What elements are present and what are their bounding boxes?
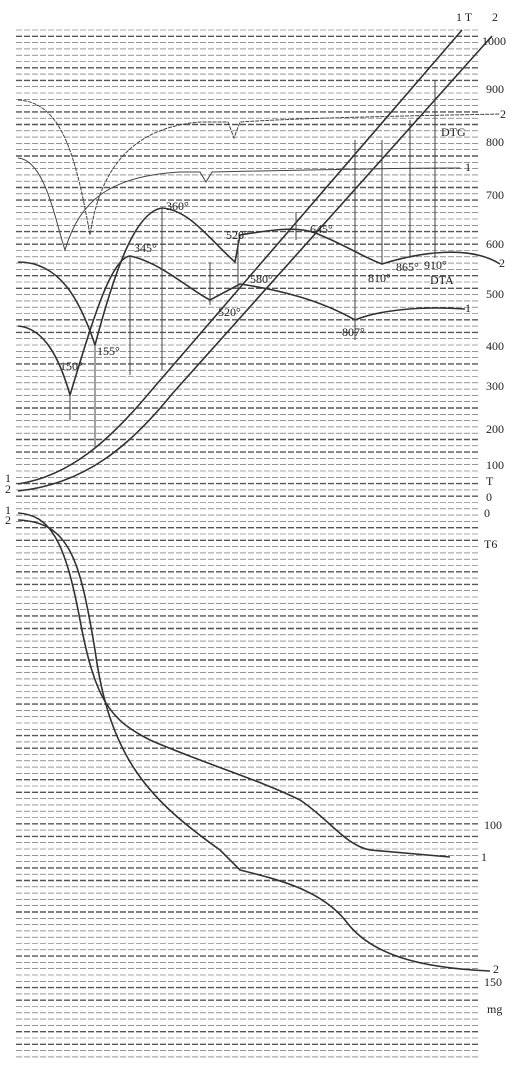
- derivatogram: 1 T210009008007006005004003002001000TDTG…: [0, 0, 516, 1068]
- peak-label: 807°: [342, 325, 365, 339]
- peak-label: 155°: [97, 344, 120, 358]
- t-curve-2: [18, 36, 492, 491]
- temperature-tick: 400: [486, 339, 504, 353]
- mass-axis-label: T6: [484, 537, 497, 551]
- dtg-label: DTG: [441, 125, 466, 139]
- temperature-tick: 900: [486, 82, 504, 96]
- curve-label: 2: [499, 256, 505, 270]
- peak-label: 520°: [226, 228, 249, 242]
- temperature-tick: 600: [486, 237, 504, 251]
- peak-label: 360°: [166, 199, 189, 213]
- curve-label: 2: [500, 107, 506, 121]
- curve-label: 2: [5, 513, 11, 527]
- mass-tick: 100: [484, 818, 502, 832]
- temperature-axis-label: T: [486, 474, 494, 488]
- curve-label: 1: [465, 160, 471, 174]
- mass-tick: 0: [484, 506, 490, 520]
- temperature-tick: 500: [486, 287, 504, 301]
- curve-label: 2: [5, 482, 11, 496]
- peak-label: 150°: [60, 359, 83, 373]
- curve-label: 2: [493, 962, 499, 976]
- temperature-tick: 800: [486, 135, 504, 149]
- tg-curve-2: [18, 520, 490, 971]
- dtg-curve-2: [18, 100, 500, 235]
- top-label: 1 T: [456, 10, 473, 24]
- peak-label: 865°: [396, 260, 419, 274]
- dta-curve-1: [18, 256, 465, 395]
- temperature-tick: 700: [486, 188, 504, 202]
- dta-label: DTA: [430, 273, 454, 287]
- curve-label: 1: [481, 850, 487, 864]
- curve-label: 1: [465, 301, 471, 315]
- peak-label: 345°: [134, 241, 157, 255]
- top-label: 2: [492, 10, 498, 24]
- peak-label: 580°: [250, 272, 273, 286]
- temperature-tick: 100: [486, 458, 504, 472]
- temperature-tick: 200: [486, 422, 504, 436]
- temperature-tick: 300: [486, 379, 504, 393]
- mass-unit: mg: [487, 1002, 502, 1016]
- peak-label: 910°: [424, 258, 447, 272]
- temperature-tick: 1000: [482, 34, 506, 48]
- peak-label: 520°: [218, 305, 241, 319]
- mass-tick: 150: [484, 975, 502, 989]
- peak-label: 645°: [310, 222, 333, 236]
- peak-label: 810°: [368, 271, 391, 285]
- temperature-tick: 0: [486, 490, 492, 504]
